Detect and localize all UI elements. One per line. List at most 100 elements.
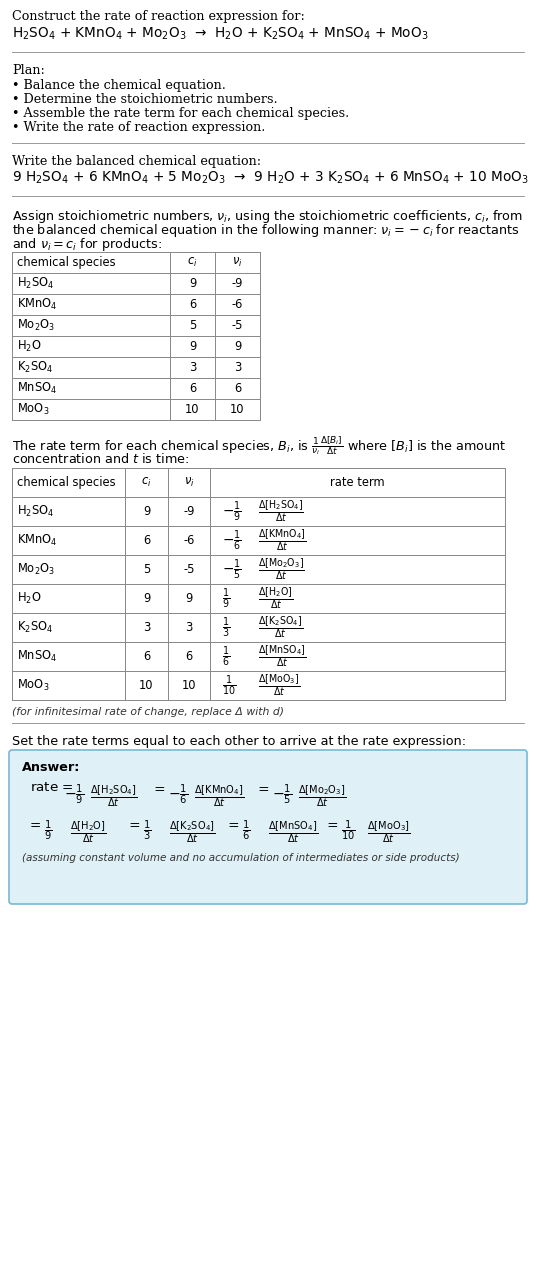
FancyBboxPatch shape bbox=[9, 750, 527, 904]
Text: $\mathregular{H_2O}$: $\mathregular{H_2O}$ bbox=[17, 591, 42, 605]
Text: $\frac{1}{6}$: $\frac{1}{6}$ bbox=[222, 644, 230, 668]
Text: -5: -5 bbox=[183, 563, 195, 576]
Text: $\frac{\Delta[\mathregular{KMnO_4}]}{\Delta t}$: $\frac{\Delta[\mathregular{KMnO_4}]}{\De… bbox=[258, 527, 307, 553]
Text: Set the rate terms equal to each other to arrive at the rate expression:: Set the rate terms equal to each other t… bbox=[12, 735, 466, 748]
Text: (for infinitesimal rate of change, replace Δ with d): (for infinitesimal rate of change, repla… bbox=[12, 707, 284, 717]
Text: $\frac{\Delta[\mathregular{Mo_2O_3}]}{\Delta t}$: $\frac{\Delta[\mathregular{Mo_2O_3}]}{\D… bbox=[298, 783, 346, 809]
Text: $\mathregular{Mo_2O_3}$: $\mathregular{Mo_2O_3}$ bbox=[17, 317, 55, 333]
Text: $\frac{1}{9}$: $\frac{1}{9}$ bbox=[44, 819, 53, 844]
Text: $c_i$: $c_i$ bbox=[187, 256, 198, 269]
Text: Answer:: Answer: bbox=[22, 762, 80, 774]
Text: $-\frac{1}{6}$: $-\frac{1}{6}$ bbox=[222, 529, 242, 553]
Text: -6: -6 bbox=[183, 534, 195, 547]
Text: 10: 10 bbox=[230, 403, 245, 416]
Text: The rate term for each chemical species, $B_i$, is $\frac{1}{\nu_i}\frac{\Delta[: The rate term for each chemical species,… bbox=[12, 434, 506, 457]
Text: 3: 3 bbox=[189, 361, 196, 374]
Text: $\frac{1}{9}$: $\frac{1}{9}$ bbox=[222, 586, 230, 611]
Text: $\mathregular{MoO_3}$: $\mathregular{MoO_3}$ bbox=[17, 678, 49, 692]
Text: $\mathregular{H_2SO_4}$: $\mathregular{H_2SO_4}$ bbox=[17, 504, 54, 520]
Text: 9: 9 bbox=[143, 506, 150, 518]
Text: $\mathregular{MoO_3}$: $\mathregular{MoO_3}$ bbox=[17, 402, 49, 417]
Text: $\mathregular{K_2SO_4}$: $\mathregular{K_2SO_4}$ bbox=[17, 360, 53, 375]
Text: $\mathregular{H_2SO_4}$ + $\mathregular{KMnO_4}$ + $\mathregular{Mo_2O_3}$  →  $: $\mathregular{H_2SO_4}$ + $\mathregular{… bbox=[12, 26, 428, 42]
Text: 9: 9 bbox=[189, 276, 196, 291]
Text: $\mathregular{9\ H_2SO_4}$ + $\mathregular{6\ KMnO_4}$ + $\mathregular{5\ Mo_2O_: $\mathregular{9\ H_2SO_4}$ + $\mathregul… bbox=[12, 170, 529, 187]
Text: =: = bbox=[125, 819, 145, 832]
Text: • Balance the chemical equation.: • Balance the chemical equation. bbox=[12, 79, 226, 92]
Text: $-\frac{1}{5}$: $-\frac{1}{5}$ bbox=[222, 557, 242, 581]
Text: 10: 10 bbox=[185, 403, 200, 416]
Text: $-\frac{1}{5}$: $-\frac{1}{5}$ bbox=[272, 783, 292, 808]
Text: chemical species: chemical species bbox=[17, 476, 116, 489]
Text: $\frac{\Delta[\mathregular{Mo_2O_3}]}{\Delta t}$: $\frac{\Delta[\mathregular{Mo_2O_3}]}{\D… bbox=[258, 557, 305, 582]
Text: (assuming constant volume and no accumulation of intermediates or side products): (assuming constant volume and no accumul… bbox=[22, 852, 460, 863]
Text: Write the balanced chemical equation:: Write the balanced chemical equation: bbox=[12, 155, 261, 168]
Text: $\frac{\Delta[\mathregular{MnSO_4}]}{\Delta t}$: $\frac{\Delta[\mathregular{MnSO_4}]}{\De… bbox=[258, 644, 307, 669]
Text: $\mathregular{MnSO_4}$: $\mathregular{MnSO_4}$ bbox=[17, 381, 57, 396]
Text: -9: -9 bbox=[183, 506, 195, 518]
Text: $\frac{\Delta[\mathregular{H_2SO_4}]}{\Delta t}$: $\frac{\Delta[\mathregular{H_2SO_4}]}{\D… bbox=[90, 783, 138, 809]
Text: 3: 3 bbox=[185, 621, 192, 634]
Text: $\mathregular{H_2SO_4}$: $\mathregular{H_2SO_4}$ bbox=[17, 276, 54, 291]
Text: $\frac{1}{3}$: $\frac{1}{3}$ bbox=[143, 819, 151, 844]
Text: 9: 9 bbox=[143, 591, 150, 605]
Text: 9: 9 bbox=[185, 591, 192, 605]
Text: -9: -9 bbox=[232, 276, 243, 291]
Text: $\frac{\Delta[\mathregular{KMnO_4}]}{\Delta t}$: $\frac{\Delta[\mathregular{KMnO_4}]}{\De… bbox=[194, 783, 244, 809]
Text: -6: -6 bbox=[232, 298, 243, 311]
Text: $-\frac{1}{9}$: $-\frac{1}{9}$ bbox=[64, 783, 84, 808]
Text: 10: 10 bbox=[139, 678, 154, 692]
Text: $\frac{\Delta[\mathregular{H_2SO_4}]}{\Delta t}$: $\frac{\Delta[\mathregular{H_2SO_4}]}{\D… bbox=[258, 499, 304, 525]
Text: $\frac{\Delta[\mathregular{H_2O}]}{\Delta t}$: $\frac{\Delta[\mathregular{H_2O}]}{\Delt… bbox=[258, 586, 293, 612]
Text: $\mathregular{KMnO_4}$: $\mathregular{KMnO_4}$ bbox=[17, 532, 57, 548]
Text: rate term: rate term bbox=[330, 476, 385, 489]
Text: concentration and $t$ is time:: concentration and $t$ is time: bbox=[12, 452, 189, 466]
Text: 3: 3 bbox=[143, 621, 150, 634]
Text: 9: 9 bbox=[189, 340, 196, 353]
Text: $\mathregular{K_2SO_4}$: $\mathregular{K_2SO_4}$ bbox=[17, 620, 53, 635]
Text: Plan:: Plan: bbox=[12, 64, 45, 77]
Text: 6: 6 bbox=[143, 534, 150, 547]
Text: 9: 9 bbox=[234, 340, 241, 353]
Text: $\frac{\Delta[\mathregular{MnSO_4}]}{\Delta t}$: $\frac{\Delta[\mathregular{MnSO_4}]}{\De… bbox=[268, 819, 318, 845]
Text: $\mathregular{KMnO_4}$: $\mathregular{KMnO_4}$ bbox=[17, 297, 57, 312]
Text: $\mathregular{Mo_2O_3}$: $\mathregular{Mo_2O_3}$ bbox=[17, 562, 55, 577]
Text: 10: 10 bbox=[182, 678, 196, 692]
Text: $\frac{\Delta[\mathregular{H_2O}]}{\Delta t}$: $\frac{\Delta[\mathregular{H_2O}]}{\Delt… bbox=[70, 819, 107, 845]
Text: $\mathregular{H_2O}$: $\mathregular{H_2O}$ bbox=[17, 339, 42, 355]
Text: and $\nu_i = c_i$ for products:: and $\nu_i = c_i$ for products: bbox=[12, 236, 162, 253]
Text: =: = bbox=[254, 783, 274, 796]
Text: =: = bbox=[224, 819, 244, 832]
Text: $\frac{1}{6}$: $\frac{1}{6}$ bbox=[242, 819, 250, 844]
Text: $\frac{\Delta[\mathregular{K_2SO_4}]}{\Delta t}$: $\frac{\Delta[\mathregular{K_2SO_4}]}{\D… bbox=[258, 614, 303, 640]
Text: 6: 6 bbox=[189, 381, 196, 396]
Text: $\frac{1}{10}$: $\frac{1}{10}$ bbox=[222, 673, 236, 698]
Text: chemical species: chemical species bbox=[17, 256, 116, 269]
Text: Construct the rate of reaction expression for:: Construct the rate of reaction expressio… bbox=[12, 10, 305, 23]
Text: 6: 6 bbox=[185, 650, 192, 663]
Text: • Assemble the rate term for each chemical species.: • Assemble the rate term for each chemic… bbox=[12, 108, 349, 120]
Text: • Determine the stoichiometric numbers.: • Determine the stoichiometric numbers. bbox=[12, 93, 278, 106]
Text: $\mathregular{rate}$ =: $\mathregular{rate}$ = bbox=[30, 781, 75, 794]
Text: $-\frac{1}{6}$: $-\frac{1}{6}$ bbox=[168, 783, 188, 808]
Text: -5: -5 bbox=[232, 319, 243, 332]
Text: 6: 6 bbox=[234, 381, 241, 396]
Text: the balanced chemical equation in the following manner: $\nu_i = -c_i$ for react: the balanced chemical equation in the fo… bbox=[12, 221, 519, 239]
Text: $-\frac{1}{9}$: $-\frac{1}{9}$ bbox=[222, 499, 242, 524]
Text: $c_i$: $c_i$ bbox=[142, 476, 152, 489]
Text: $\frac{\Delta[\mathregular{MoO_3}]}{\Delta t}$: $\frac{\Delta[\mathregular{MoO_3}]}{\Del… bbox=[258, 673, 300, 699]
Text: $\frac{\Delta[\mathregular{MoO_3}]}{\Delta t}$: $\frac{\Delta[\mathregular{MoO_3}]}{\Del… bbox=[367, 819, 411, 845]
Text: =: = bbox=[30, 819, 46, 832]
Text: $\frac{\Delta[\mathregular{K_2SO_4}]}{\Delta t}$: $\frac{\Delta[\mathregular{K_2SO_4}]}{\D… bbox=[169, 819, 215, 845]
Text: Assign stoichiometric numbers, $\nu_i$, using the stoichiometric coefficients, $: Assign stoichiometric numbers, $\nu_i$, … bbox=[12, 207, 523, 225]
Text: 5: 5 bbox=[143, 563, 150, 576]
Text: $\nu_i$: $\nu_i$ bbox=[184, 476, 195, 489]
Text: =: = bbox=[150, 783, 170, 796]
Text: 5: 5 bbox=[189, 319, 196, 332]
Text: $\nu_i$: $\nu_i$ bbox=[232, 256, 243, 269]
Text: 6: 6 bbox=[189, 298, 196, 311]
Text: $\frac{1}{3}$: $\frac{1}{3}$ bbox=[222, 616, 230, 640]
Text: 6: 6 bbox=[143, 650, 150, 663]
Text: $\frac{1}{10}$: $\frac{1}{10}$ bbox=[341, 819, 355, 844]
Text: 3: 3 bbox=[234, 361, 241, 374]
